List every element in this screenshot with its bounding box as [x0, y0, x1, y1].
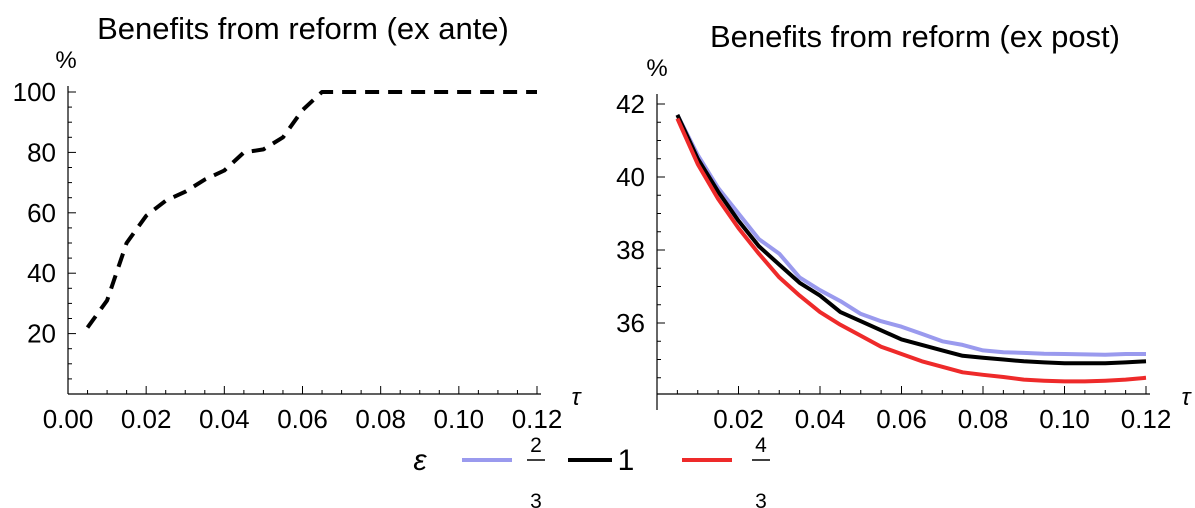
x-tick-label: 0.00: [43, 404, 94, 434]
y-tick-label: 80: [27, 137, 56, 167]
y-tick-label: 36: [616, 308, 645, 338]
x-axis-variable-label: τ: [1182, 384, 1193, 411]
x-tick-label: 0.06: [277, 404, 328, 434]
plot-area-ex-post: [675, 113, 1147, 384]
legend-label-one: 1: [618, 444, 635, 477]
y-unit-label: %: [55, 47, 76, 74]
axes-ex-post: 0.02 0.04 0.06 0.08 0.10 0.12 36 38 40 42: [616, 89, 1171, 434]
chart-ex-ante: Benefits from reform (ex ante) % τ 0.00 0…: [13, 11, 583, 434]
x-tick-label: 0.02: [121, 404, 172, 434]
chart-title-ex-ante: Benefits from reform (ex ante): [97, 11, 509, 46]
legend-label-two-thirds-numerator: 2: [530, 434, 542, 457]
y-tick-label: 60: [27, 198, 56, 228]
x-tick-label: 0.12: [512, 404, 563, 434]
y-unit-label: %: [646, 55, 667, 82]
y-tick-label: 38: [616, 235, 645, 265]
series-line-0: [675, 113, 1146, 357]
x-tick-label: 0.02: [713, 404, 764, 434]
chart-title-ex-post: Benefits from reform (ex post): [710, 19, 1120, 54]
legend-label-four-thirds-denominator: 3: [755, 490, 767, 508]
chart-ex-post: Benefits from reform (ex post) % τ 0.02 0…: [616, 19, 1192, 434]
legend-symbol: ε: [413, 444, 427, 477]
y-tick-label: 40: [27, 258, 56, 288]
y-tick-label: 100: [13, 77, 56, 107]
x-tick-label: 0.10: [434, 404, 485, 434]
x-tick-label: 0.08: [958, 404, 1009, 434]
legend-label-four-thirds-numerator: 4: [755, 434, 767, 457]
series-line-0: [85, 90, 537, 329]
x-tick-label: 0.06: [876, 404, 927, 434]
y-tick-label: 40: [616, 162, 645, 192]
x-tick-label: 0.08: [355, 404, 406, 434]
series-line-1: [675, 114, 1147, 366]
y-tick-label: 42: [616, 89, 645, 119]
legend-label-two-thirds-denominator: 3: [530, 490, 542, 508]
legend: ε 2 3 1 4 3: [413, 434, 770, 508]
y-tick-label: 20: [27, 319, 56, 349]
x-tick-label: 0.04: [199, 404, 250, 434]
plot-area-ex-ante: [85, 90, 537, 329]
x-axis-variable-label: τ: [572, 384, 583, 411]
series-line-2: [675, 117, 1147, 384]
x-tick-label: 0.10: [1039, 404, 1090, 434]
x-tick-label: 0.04: [795, 404, 846, 434]
axes-ex-ante: 0.00 0.02 0.04 0.06 0.08 0.10 0.12 20 40 60 80 100: [13, 77, 563, 434]
x-tick-label: 0.12: [1121, 404, 1172, 434]
